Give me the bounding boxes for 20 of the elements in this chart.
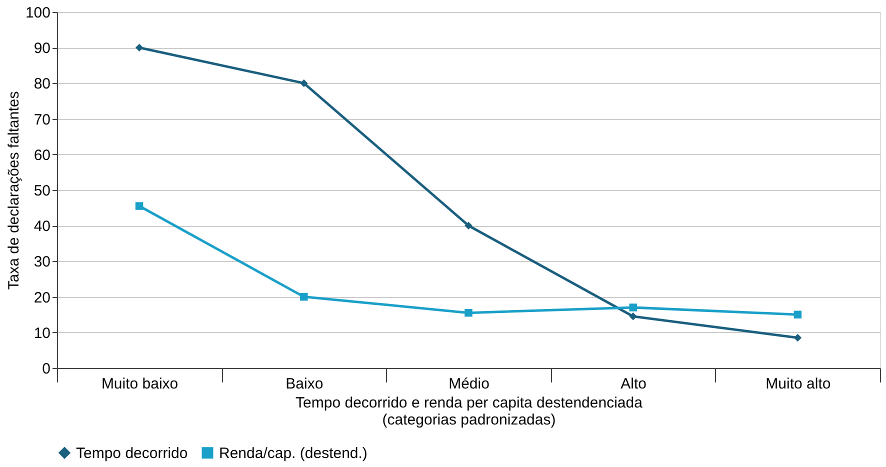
y-tick-label: 30 xyxy=(34,254,50,271)
x-tick-label: Alto xyxy=(620,376,647,392)
y-tick-label: 40 xyxy=(34,218,50,236)
x-tick-label: Muito baixo xyxy=(101,376,178,392)
y-tick-label: 50 xyxy=(34,182,50,200)
x-tick-label: Muito alto xyxy=(766,376,831,392)
y-tick-label: 0 xyxy=(42,360,50,378)
y-tick-label: 70 xyxy=(34,111,50,128)
y-tick-label: 80 xyxy=(34,76,50,93)
y-tick-label: 60 xyxy=(34,146,50,164)
y-tick-label: 100 xyxy=(25,4,50,22)
x-tick-label: Baixo xyxy=(286,376,324,392)
x-tick-label: Médio xyxy=(448,376,490,392)
x-axis-title: Tempo decorrido e renda per capita destendenciada (categorias padronizadas) xyxy=(296,394,644,428)
y-tick-label: 10 xyxy=(34,324,50,342)
y-tick-label: 20 xyxy=(34,289,50,306)
y-axis-title: Taxa de declarações faltantes xyxy=(5,91,22,290)
y-tick-label: 90 xyxy=(34,40,50,58)
legend-label: Tempo decorrido xyxy=(76,444,188,462)
legend-label: Renda/cap. (destend.) xyxy=(219,444,368,462)
